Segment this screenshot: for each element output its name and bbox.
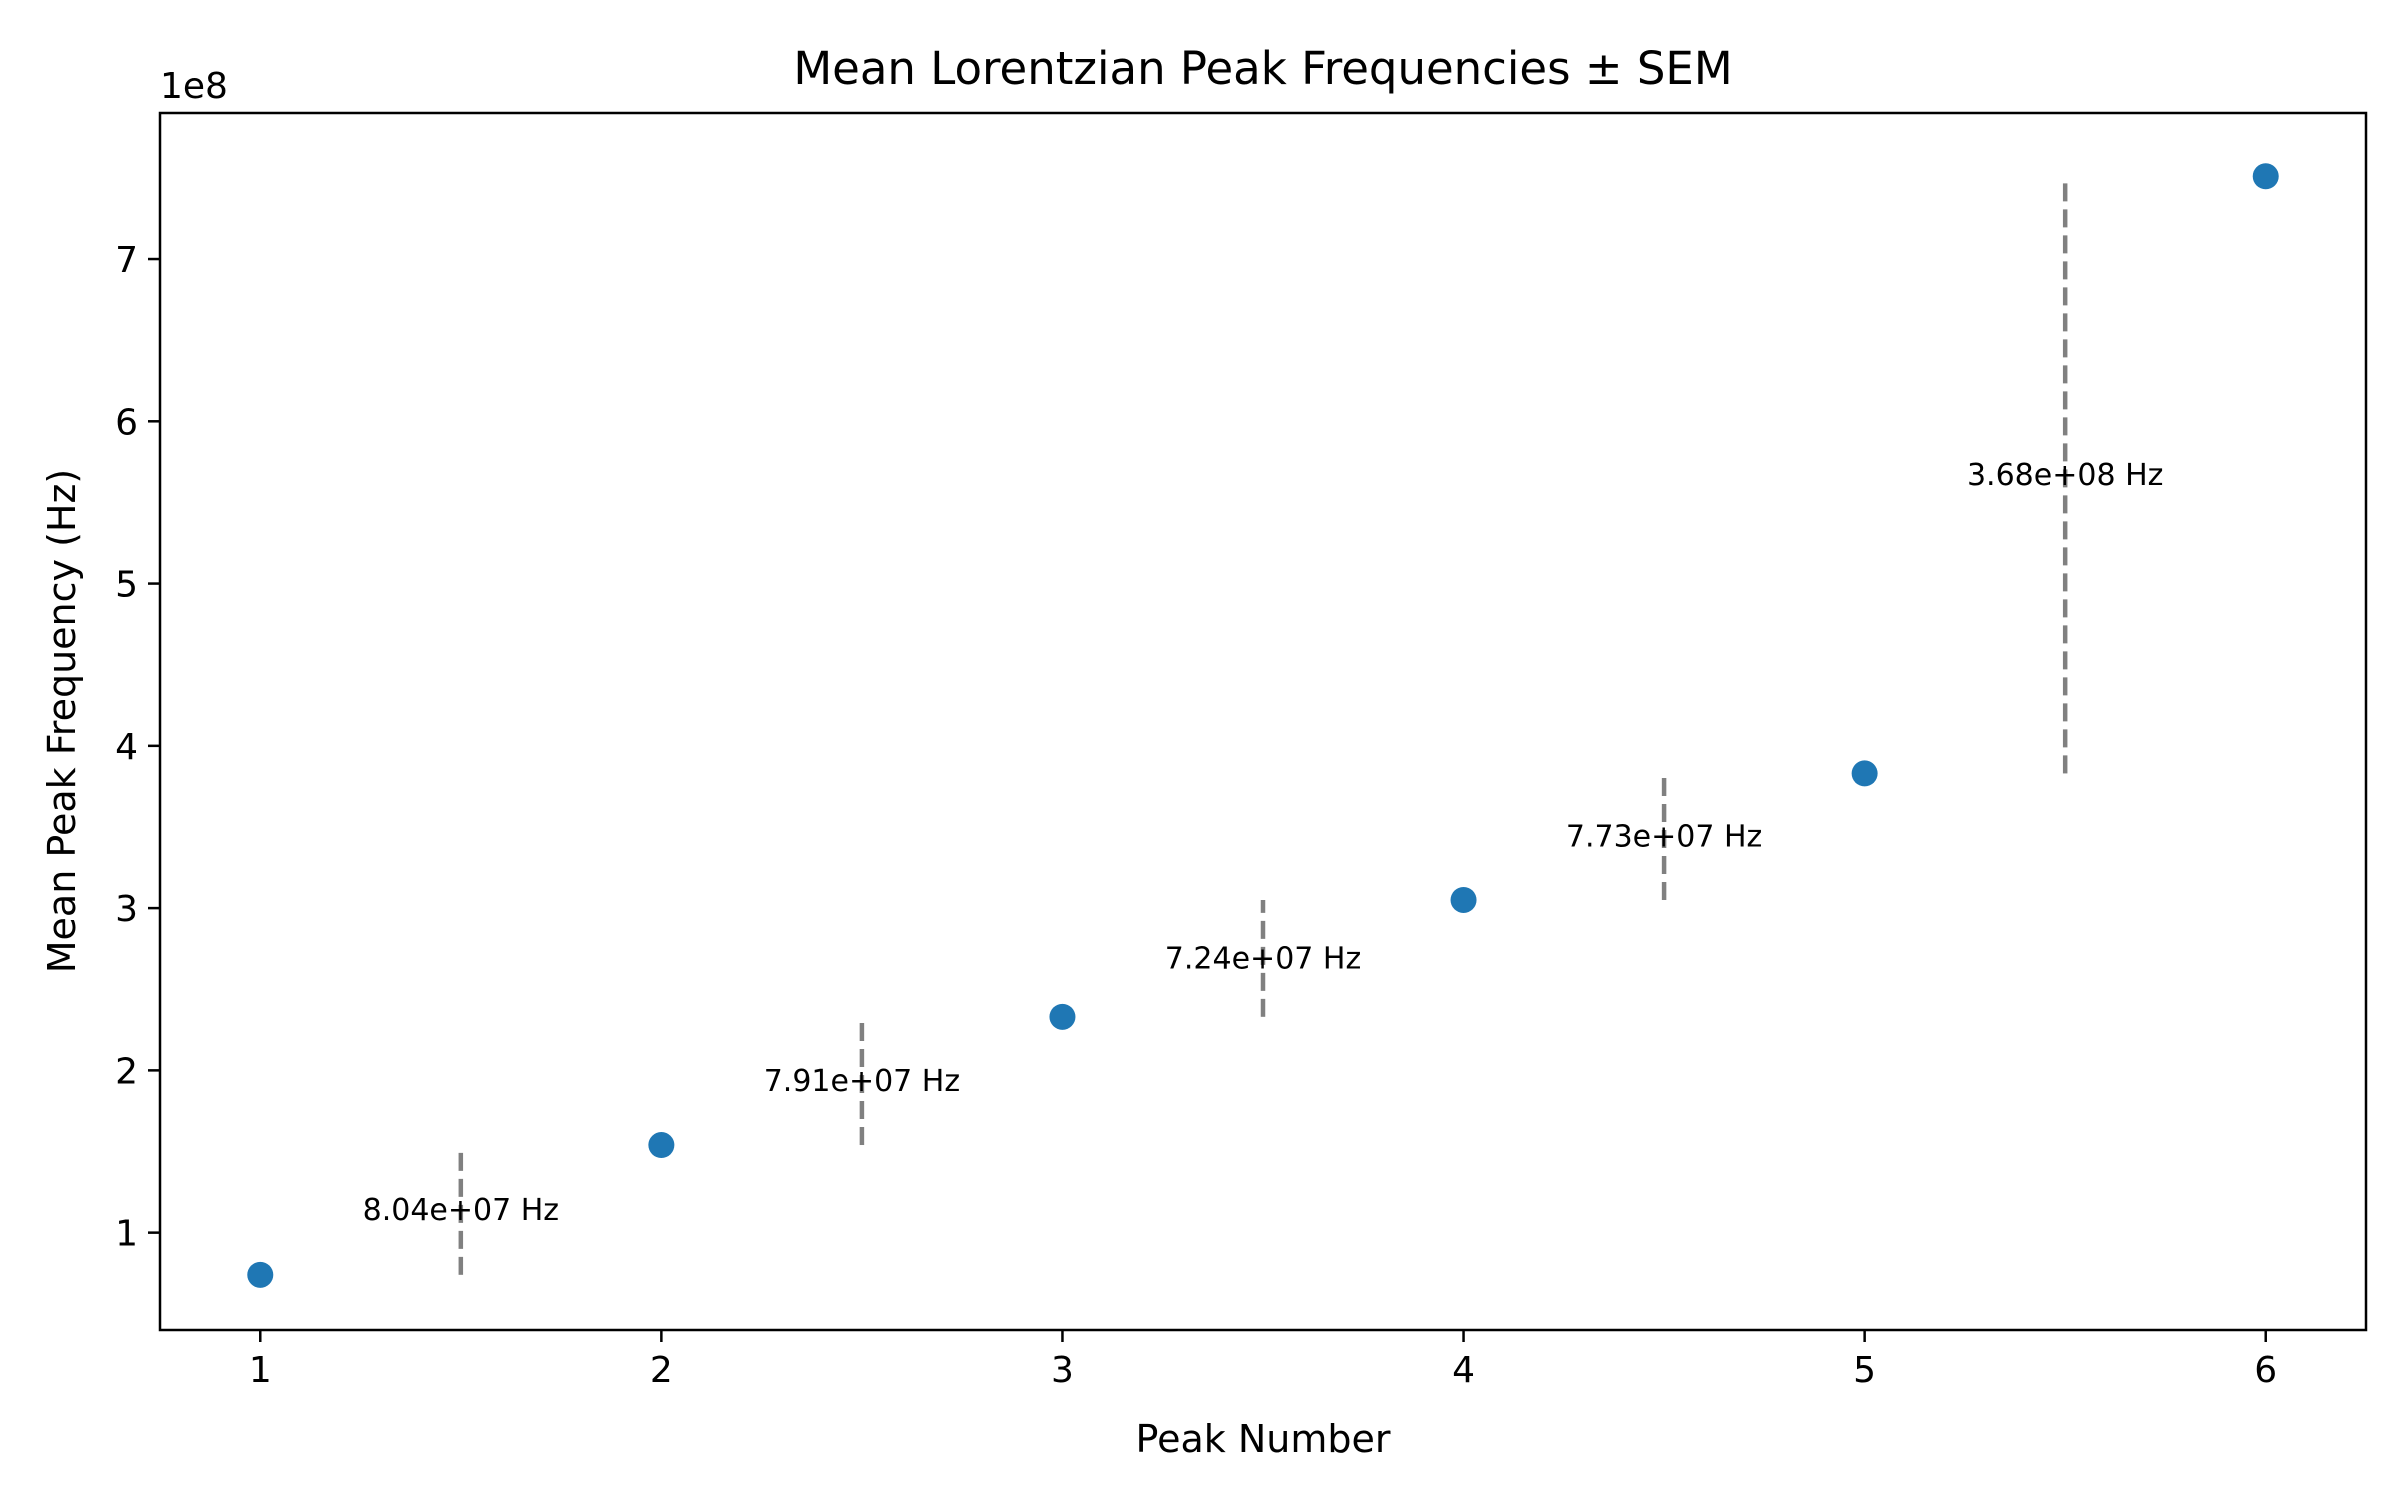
y-axis-label: Mean Peak Frequency (Hz) [40, 469, 84, 973]
x-tick-label: 4 [1452, 1350, 1475, 1391]
y-tick-label: 7 [115, 240, 138, 281]
difference-label: 7.91e+07 Hz [764, 1064, 960, 1099]
chart-title: Mean Lorentzian Peak Frequencies ± SEM [793, 42, 1732, 95]
data-point [1851, 760, 1878, 787]
difference-label: 8.04e+07 Hz [363, 1193, 559, 1228]
data-point [1450, 886, 1477, 913]
y-axis-offset-label: 1e8 [160, 66, 228, 107]
data-point [247, 1261, 274, 1288]
y-tick-label: 5 [115, 565, 138, 606]
x-axis-label: Peak Number [1136, 1417, 1391, 1461]
y-tick-label: 3 [115, 889, 138, 930]
x-tick-label: 2 [650, 1350, 673, 1391]
difference-label: 7.24e+07 Hz [1165, 941, 1361, 976]
difference-label: 7.73e+07 Hz [1566, 820, 1762, 855]
plot-frame [158, 111, 2368, 1332]
y-tick-label: 4 [115, 727, 138, 768]
x-axis: 1 2 3 4 5 6 [249, 1330, 2277, 1391]
data-point [1049, 1003, 1076, 1030]
difference-label: 3.68e+08 Hz [1967, 458, 2163, 493]
y-tick-label: 1 [115, 1214, 138, 1255]
y-tick-label: 2 [115, 1051, 138, 1092]
y-axis: 1 2 3 4 5 6 7 [115, 240, 160, 1255]
plot-area: 8.04e+07 Hz 7.91e+07 Hz 7.24e+07 Hz 7.73e+0… [247, 163, 2279, 1288]
data-point [2252, 163, 2279, 190]
x-tick-label: 6 [2254, 1350, 2277, 1391]
x-tick-label: 3 [1051, 1350, 1074, 1391]
x-tick-label: 1 [249, 1350, 272, 1391]
y-tick-label: 6 [115, 402, 138, 443]
data-point [648, 1132, 675, 1159]
x-tick-label: 5 [1853, 1350, 1876, 1391]
